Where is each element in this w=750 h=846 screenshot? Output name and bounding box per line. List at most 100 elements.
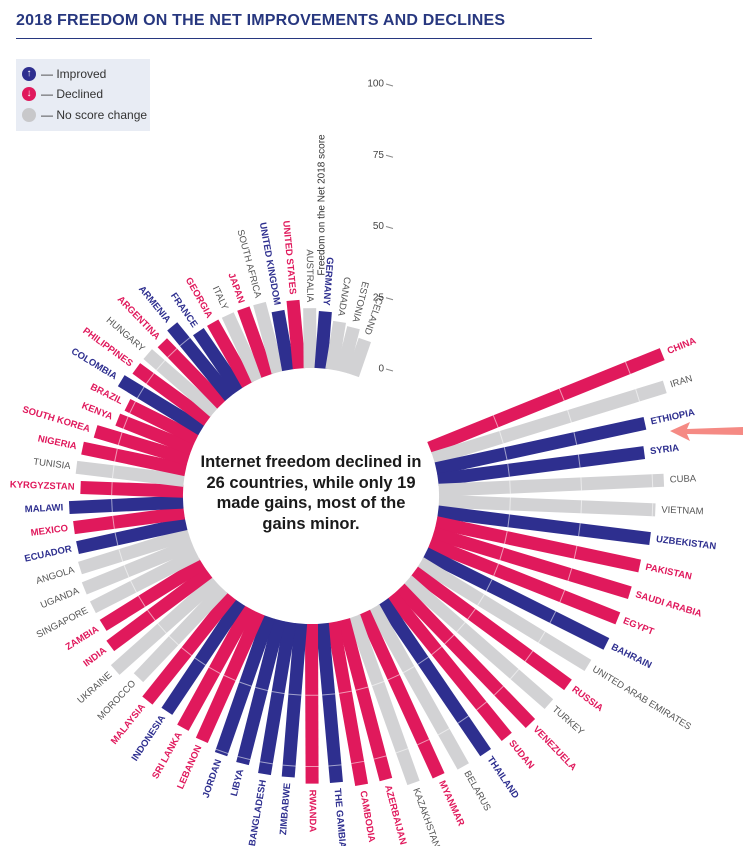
bar-label-39: ECUADOR xyxy=(24,544,73,565)
bar-grid-23 xyxy=(305,765,319,768)
bar-59 xyxy=(286,299,306,370)
bar-58 xyxy=(271,309,295,372)
bar-grid-20 xyxy=(373,755,387,760)
bar-label-23: RWANDA xyxy=(307,790,318,833)
bar-8 xyxy=(431,526,632,599)
bar-grid-3 xyxy=(577,454,581,468)
bar-53 xyxy=(193,327,245,395)
bar-34 xyxy=(106,567,213,652)
bar-rect-49 xyxy=(132,363,212,426)
bar-11 xyxy=(416,557,592,671)
bar-rect-15 xyxy=(386,591,512,741)
bar-29 xyxy=(177,604,255,731)
bar-grid-44 xyxy=(114,448,118,462)
bar-grid-5 xyxy=(651,503,654,517)
bar-label-1: IRAN xyxy=(669,373,694,390)
bar-label-38: ANGOLA xyxy=(35,564,77,586)
bar-grid-10 xyxy=(485,579,493,592)
bar-39 xyxy=(76,517,188,554)
bar-label-55: ITALY xyxy=(210,285,231,313)
bar-rect-51 xyxy=(157,338,227,409)
bar-label-35: ZAMBIA xyxy=(64,624,101,653)
bar-label-11: UNITED ARAB EMIRATES xyxy=(590,664,693,733)
bar-grid-16 xyxy=(417,656,429,665)
bar-42 xyxy=(80,480,184,498)
bar-grid-4 xyxy=(651,474,654,488)
bar-25 xyxy=(258,621,297,776)
axis-tick-50: 50 xyxy=(373,221,385,232)
legend: ↑ — Improved ↓ — Declined — No score cha… xyxy=(16,59,150,131)
bar-15 xyxy=(386,591,512,741)
bar-3 xyxy=(437,446,646,486)
bar-47 xyxy=(124,398,200,445)
bar-label-61: GERMANY xyxy=(320,257,335,307)
bar-grid-0 xyxy=(492,415,499,428)
bar-rect-10 xyxy=(422,547,610,650)
bar-grid-37 xyxy=(123,565,130,578)
bar-rect-9 xyxy=(427,537,621,625)
bar-rect-61 xyxy=(314,311,332,369)
bar-grid-21 xyxy=(338,690,352,694)
bar-30 xyxy=(161,598,246,715)
bar-label-6: UZBEKISTAN xyxy=(655,534,717,552)
bar-grid-39 xyxy=(114,532,119,546)
bar-rect-56 xyxy=(237,306,274,378)
bar-10 xyxy=(422,547,610,650)
bar-rect-30 xyxy=(161,598,246,715)
bar-27 xyxy=(214,614,276,757)
bar-rect-27 xyxy=(214,614,276,757)
bar-rect-18 xyxy=(358,609,445,779)
bar-grid-0 xyxy=(624,361,631,375)
bar-1 xyxy=(431,380,667,465)
bar-grid-8 xyxy=(567,568,573,581)
bar-label-5: VIETNAM xyxy=(661,505,704,518)
bar-label-18: MYANMAR xyxy=(436,779,466,828)
bar-label-25: BANGLADESH xyxy=(247,779,269,846)
bar-grid-30 xyxy=(194,657,206,666)
bar-grid-52 xyxy=(179,337,191,347)
bar-grid-21 xyxy=(351,760,365,765)
bar-22 xyxy=(315,622,343,784)
bar-label-56: JAPAN xyxy=(225,271,246,304)
bar-rect-64 xyxy=(346,337,371,378)
bar-rect-63 xyxy=(336,326,360,374)
bar-49 xyxy=(132,363,212,426)
bar-rect-1 xyxy=(431,380,667,465)
bar-grid-14 xyxy=(493,685,504,696)
bar-label-9: EGYPT xyxy=(621,615,655,637)
bar-grid-46 xyxy=(122,416,129,430)
bar-9 xyxy=(427,537,621,625)
bar-rect-22 xyxy=(315,622,343,784)
bar-18 xyxy=(358,609,445,779)
bar-grid-15 xyxy=(476,701,487,711)
bar-rect-38 xyxy=(78,527,191,575)
bar-37 xyxy=(81,538,195,595)
bar-rect-53 xyxy=(193,327,245,395)
bar-54 xyxy=(207,319,254,388)
bar-rect-21 xyxy=(326,620,369,787)
bar-rect-12 xyxy=(410,566,572,691)
bar-label-59: UNITED STATES xyxy=(280,220,298,295)
bar-52 xyxy=(167,322,235,402)
bar-rect-23 xyxy=(304,623,319,784)
bar-grid-10 xyxy=(549,611,557,624)
bar-21 xyxy=(326,620,369,787)
bar-grid-6 xyxy=(578,523,581,537)
bar-label-20: AZERBAIJAN xyxy=(382,784,408,846)
bar-label-24: ZIMBABWE xyxy=(278,783,293,836)
bar-label-17: BELARUS xyxy=(461,769,492,813)
bar-45 xyxy=(93,425,191,466)
bar-grid-9 xyxy=(559,589,566,603)
bar-33 xyxy=(110,576,220,675)
bar-grid-12 xyxy=(524,650,534,662)
bar-rect-24 xyxy=(281,623,308,778)
bar-label-22: THE GAMBIA xyxy=(332,788,348,846)
bar-rect-2 xyxy=(434,416,647,476)
bar-grid-42 xyxy=(111,482,113,496)
bar-grid-13 xyxy=(509,668,520,680)
bar-label-12: RUSSIA xyxy=(570,684,606,714)
bar-56 xyxy=(237,306,274,378)
bar-55 xyxy=(221,312,264,383)
bar-rect-33 xyxy=(110,576,220,675)
